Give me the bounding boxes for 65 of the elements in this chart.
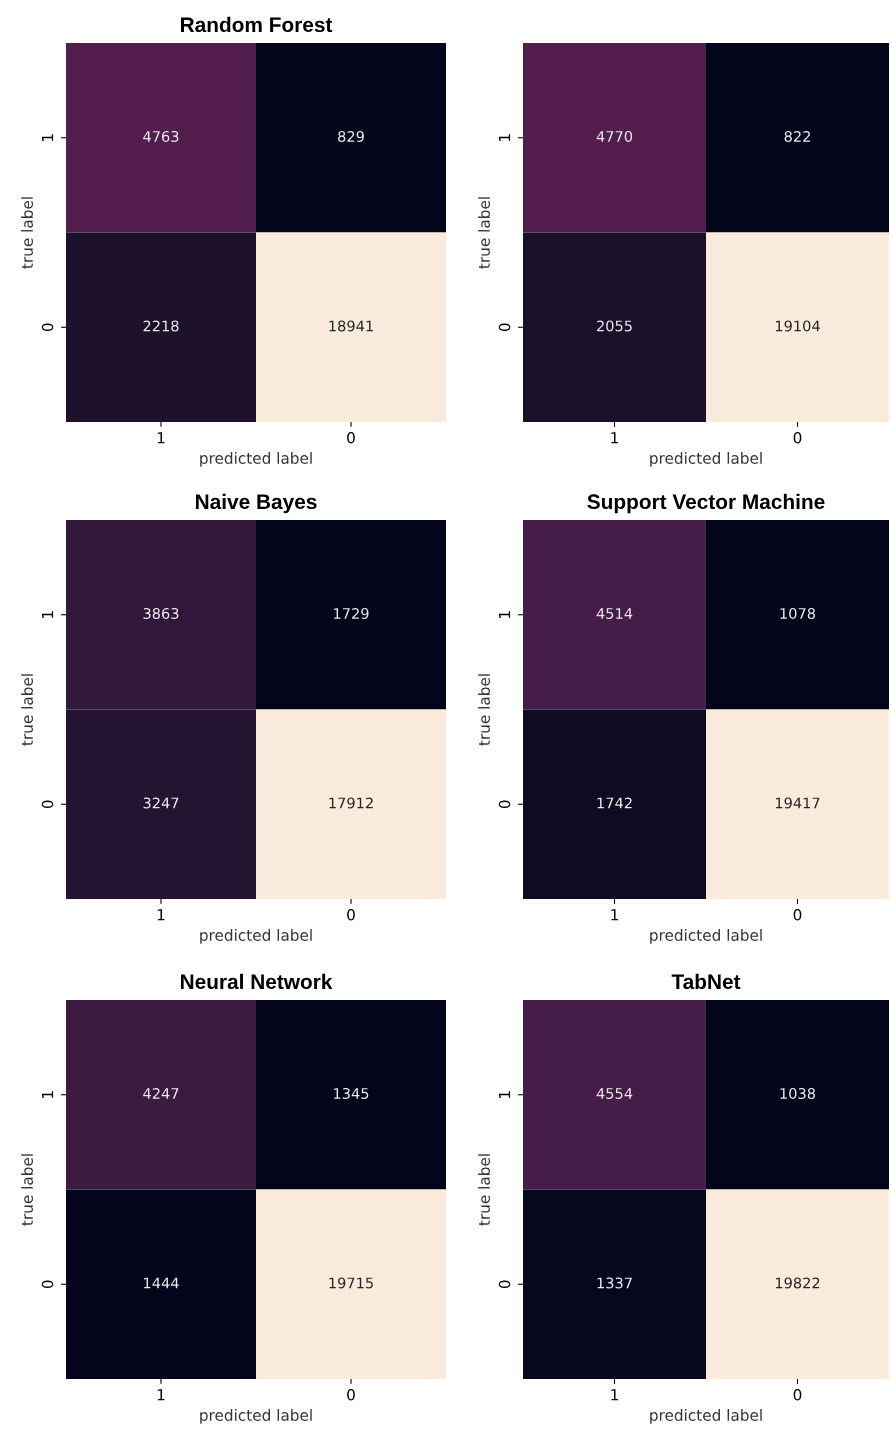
y-tick-label: 0 [498,323,511,332]
data-label: 1337 [597,1277,632,1289]
data-label: 4770 [596,130,633,142]
x-axis-title: predicted label [650,929,762,944]
data-label: 19715 [329,1277,373,1289]
chart-title: Neural Network [180,973,333,990]
data-label: 2055 [597,320,632,332]
y-axis-title: true label [478,197,490,269]
data-label: 3247 [143,797,179,809]
data-label: 19417 [775,797,820,809]
y-tick-label: 1 [498,611,511,618]
data-label: 4554 [596,1088,633,1099]
y-axis-title: true label [478,674,490,746]
x-axis-title: predicted label [200,452,312,467]
x-axis-title: predicted label [650,452,762,467]
y-axis-title: true label [21,674,33,746]
y-tick-label: 0 [41,800,54,809]
chart-title: Naive Bayes [196,493,317,514]
data-label: 4514 [596,608,633,619]
y-tick-label: 1 [41,611,54,618]
data-label: 1742 [597,797,632,809]
y-tick-label: 1 [41,134,54,141]
data-label: 4247 [143,1087,179,1099]
data-label: 1729 [334,607,369,619]
x-tick-label: 1 [611,909,618,921]
data-label: 18941 [329,320,373,332]
y-tick-label: 0 [498,800,511,809]
y-tick-label: 1 [498,134,511,141]
y-tick-label: 1 [41,1091,54,1098]
x-axis-title: predicted label [200,1409,312,1424]
data-label: 17912 [329,797,373,809]
data-label: 3863 [143,607,179,619]
data-label: 19822 [775,1277,820,1289]
y-axis-title: true label [478,1154,490,1226]
y-tick-label: 0 [498,1280,511,1289]
x-tick-label: 1 [157,432,165,444]
data-label: 1038 [780,1087,816,1099]
data-label: 1078 [780,607,816,619]
x-tick-label: 1 [157,909,165,921]
data-label: 1345 [334,1087,369,1099]
x-tick-label: 1 [157,1389,165,1401]
data-label: 1444 [144,1277,179,1289]
x-tick-label: 0 [347,1388,355,1401]
x-tick-label: 1 [611,432,618,444]
y-tick-label: 0 [41,323,54,332]
data-label: 829 [338,130,364,142]
data-label: 19104 [775,320,820,332]
data-label: 4763 [143,130,179,142]
y-axis-title: true label [21,1154,33,1226]
y-tick-label: 0 [41,1280,54,1289]
chart-title: TabNet [671,973,741,990]
chart-title: Support Vector Machine [587,493,825,514]
x-axis-title: predicted label [650,1409,762,1424]
x-tick-label: 1 [611,1389,618,1401]
x-axis-title: predicted label [200,929,312,944]
x-tick-label: 0 [793,908,802,921]
y-axis-title: true label [21,197,33,269]
chart-title: Random Forest [181,16,333,33]
x-tick-label: 0 [347,431,355,444]
x-tick-label: 0 [793,431,802,444]
x-tick-label: 0 [347,908,355,921]
y-tick-label: 1 [498,1091,511,1098]
data-label: 2218 [143,320,179,332]
x-tick-label: 0 [793,1388,802,1401]
data-label: 822 [784,130,810,142]
